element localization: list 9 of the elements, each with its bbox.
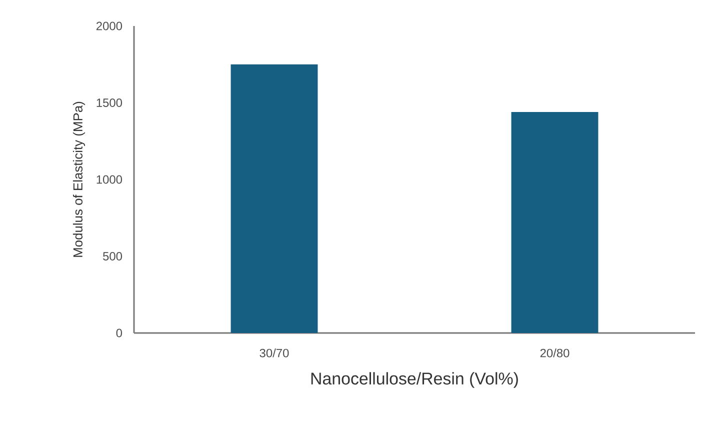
y-axis-title: Modulus of Elasticity (MPa) bbox=[72, 102, 86, 257]
x-tick-label: 30/70 bbox=[260, 348, 289, 358]
y-tick-label: 2000 bbox=[96, 22, 122, 30]
y-tick-label: 1500 bbox=[96, 98, 122, 107]
y-tick-label: 0 bbox=[116, 328, 122, 338]
y-tick-label: 500 bbox=[103, 252, 122, 260]
x-axis-title: Nanocellulose/Resin (Vol%) bbox=[311, 372, 518, 388]
y-tick-label: 1000 bbox=[96, 175, 122, 184]
x-tick-label: 20/80 bbox=[540, 348, 570, 358]
